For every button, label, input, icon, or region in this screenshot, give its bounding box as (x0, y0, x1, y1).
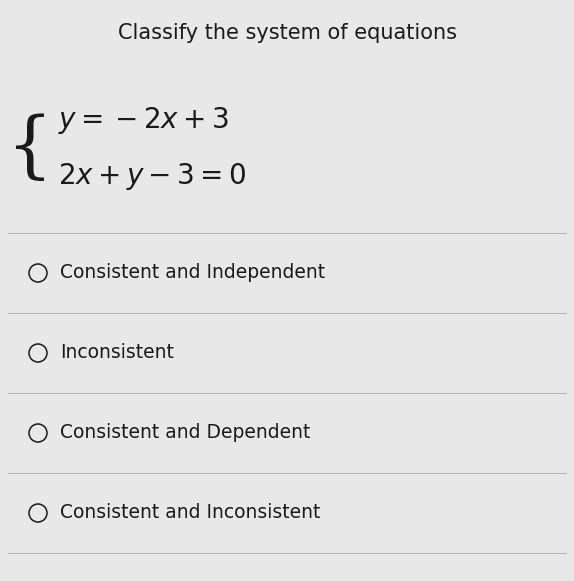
Text: $2x + y - 3 = 0$: $2x + y - 3 = 0$ (58, 160, 246, 192)
Text: Classify the system of equations: Classify the system of equations (118, 23, 456, 43)
Text: Consistent and Dependent: Consistent and Dependent (60, 424, 311, 443)
Text: {: { (7, 113, 53, 184)
Text: $y = -2x + 3$: $y = -2x + 3$ (58, 106, 229, 137)
Text: Consistent and Inconsistent: Consistent and Inconsistent (60, 504, 320, 522)
Text: Consistent and Independent: Consistent and Independent (60, 264, 325, 282)
Text: Inconsistent: Inconsistent (60, 343, 174, 363)
